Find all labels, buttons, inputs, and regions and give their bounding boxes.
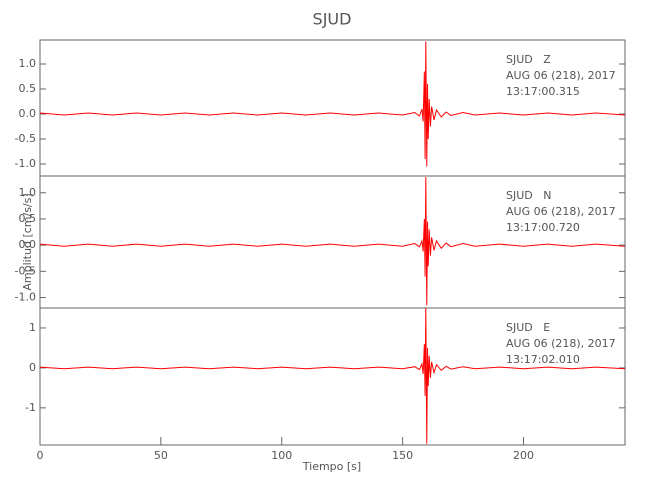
y-tick-label: 1.0 (19, 57, 37, 70)
y-tick-label: -0.5 (15, 264, 36, 277)
annotation: 13:17:00.720 (506, 221, 580, 234)
annotation: AUG 06 (218), 2017 (506, 205, 616, 218)
y-tick-label: -1.0 (15, 157, 36, 170)
y-tick-label: -1 (25, 401, 36, 414)
y-tick-label: 0 (29, 361, 36, 374)
annotation: 13:17:02.010 (506, 353, 580, 366)
x-tick-label: 0 (37, 449, 44, 462)
y-tick-label: 1 (29, 321, 36, 334)
x-axis-label: Tiempo [s] (302, 460, 361, 473)
waveform (39, 41, 626, 167)
annotation: SJUD Z (506, 53, 551, 66)
y-tick-label: 1.0 (19, 186, 37, 199)
annotation: SJUD E (506, 321, 550, 334)
x-tick-label: 100 (271, 449, 292, 462)
y-tick-label: 0.5 (19, 82, 37, 95)
waveform (39, 177, 626, 306)
annotation: AUG 06 (218), 2017 (506, 69, 616, 82)
y-tick-label: 0.0 (19, 107, 37, 120)
annotation: 13:17:00.315 (506, 85, 580, 98)
y-tick-label: -1.0 (15, 291, 36, 304)
annotation: AUG 06 (218), 2017 (506, 337, 616, 350)
waveform (39, 307, 626, 444)
x-tick-label: 150 (392, 449, 413, 462)
y-tick-label: -0.5 (15, 132, 36, 145)
y-axis-label: Amplitud [cm/s/s] (21, 193, 34, 290)
x-tick-label: 200 (513, 449, 534, 462)
annotation: SJUD N (506, 189, 551, 202)
panel-frame (39, 307, 626, 446)
y-tick-label: 0.5 (19, 212, 37, 225)
chart-title: SJUD (313, 10, 352, 29)
y-tick-label: 0.0 (19, 238, 37, 251)
x-tick-label: 50 (154, 449, 168, 462)
